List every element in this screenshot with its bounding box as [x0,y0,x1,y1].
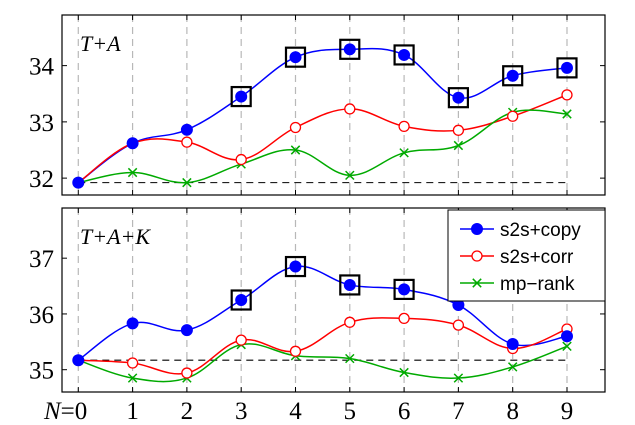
y-tick-label: 34 [29,54,55,81]
data-point [290,145,301,155]
data-point [345,353,355,364]
data-point [507,110,519,122]
y-tick-label: 37 [29,246,54,273]
x-tick-label: 1 [126,398,139,425]
data-point [561,89,573,101]
legend-swatch-marker [472,278,482,288]
x-tick-label: N=0 [43,398,87,425]
data-point [345,170,355,181]
highlight-square [339,274,361,296]
data-point [181,136,193,148]
highlight-square [502,65,524,87]
data-point [182,177,192,188]
data-point [289,51,302,64]
panel-title: T+A [80,31,121,56]
data-point [235,90,248,103]
panel-1: 32 33 34 T+A [29,14,606,196]
data-point [343,278,356,291]
y-tick-label: 32 [29,166,54,193]
x-tick-label: 4 [289,398,302,425]
data-point [126,357,139,369]
highlight-square [230,289,252,311]
highlight-square [447,87,469,109]
series-line [78,317,568,375]
series-line [77,265,568,361]
data-point [180,123,193,136]
legend: s2s+copy s2s+corr mp−rank [447,209,606,302]
data-point [235,153,247,166]
x-tick-label: 9 [561,398,574,425]
data-point [72,176,85,189]
data-point [398,312,410,325]
y-tick-label: 36 [29,302,54,329]
data-point [181,367,193,379]
data-point [398,48,411,61]
data-point [399,367,409,378]
legend-swatch-marker [471,250,483,262]
highlight-square [284,46,307,68]
x-tick-label: 6 [398,398,411,425]
data-point [506,338,519,351]
data-point [126,317,139,330]
highlight-square [284,255,307,278]
series-line [77,94,568,184]
highlight-square [230,85,252,108]
data-point [344,316,356,328]
data-point [344,103,356,115]
data-point [399,148,409,158]
data-point [343,43,356,56]
highlight-square [339,38,361,60]
x-tick-label: 7 [452,398,465,425]
data-point [560,330,573,343]
y-tick-label: 35 [29,358,54,385]
data-point [398,120,410,133]
data-point [72,354,85,367]
data-point [127,167,138,178]
panel-2: 35 36 37 T+A+K s2s+copy s2s+corr mp−rank [29,207,606,393]
data-point [453,373,464,383]
highlight-square [393,44,415,66]
data-point [127,373,138,383]
data-point [452,124,465,136]
y-tick-label: 33 [29,110,54,137]
x-tick-label: 5 [344,398,357,425]
legend-swatch-marker [471,223,483,235]
data-point [235,334,247,346]
data-point [235,294,248,306]
highlight-square [393,278,415,301]
data-point [560,61,573,74]
data-point [507,362,518,372]
highlight-square [556,57,578,79]
plot-frame [61,14,606,196]
data-point [452,319,465,331]
panel-title: T+A+K [80,224,151,249]
data-point [452,91,465,104]
data-point [289,260,302,273]
data-point [289,121,302,134]
legend-label: s2s+corr [500,247,574,268]
data-point [562,341,572,352]
legend-label: s2s+copy [500,220,581,241]
data-point [562,109,572,119]
data-point [289,345,302,357]
data-point [126,137,139,150]
series-line [78,343,568,383]
data-point [506,69,519,82]
x-tick-label: 8 [506,398,519,425]
series-line [77,47,568,184]
x-tick-label: 2 [181,398,194,425]
legend-label: mp−rank [500,274,575,295]
data-point [398,283,411,296]
data-point [180,324,193,337]
x-tick-label: 3 [235,398,248,425]
data-point [453,140,464,151]
series-line [78,109,568,184]
